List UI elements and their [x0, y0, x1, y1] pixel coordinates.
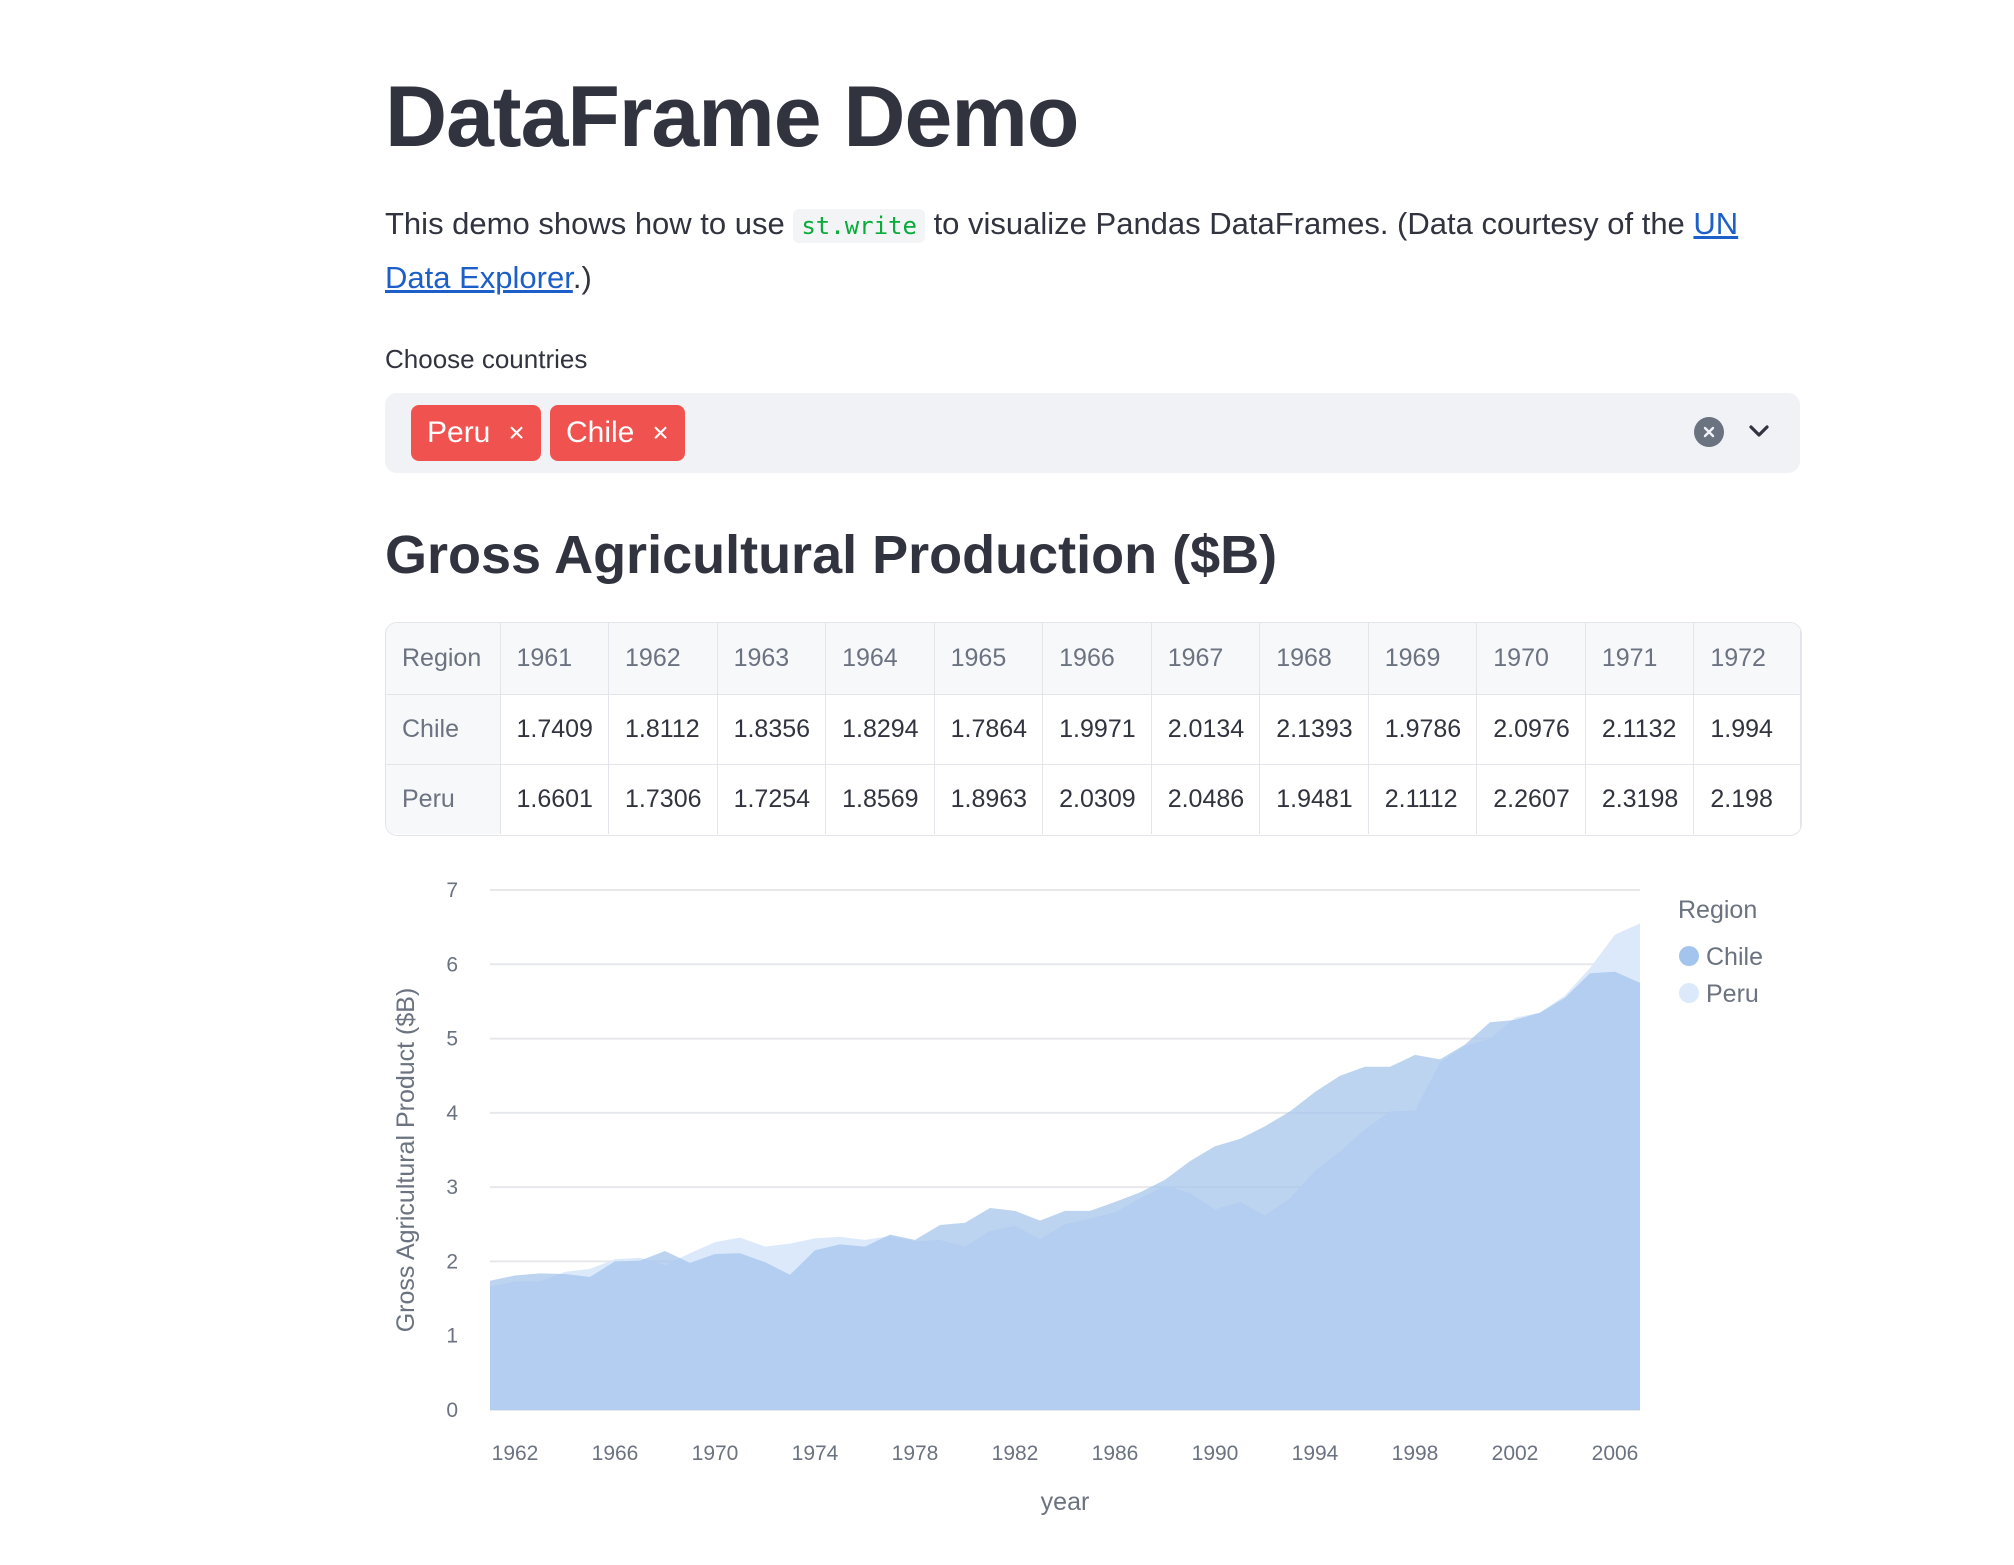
y-axis-label: Gross Agricultural Product ($B): [392, 988, 420, 1333]
table-cell[interactable]: 1.8569: [825, 764, 935, 834]
column-header[interactable]: 1962: [608, 623, 718, 695]
clear-circle-icon[interactable]: [1694, 417, 1724, 447]
multiselect-label: Choose countries: [385, 344, 588, 374]
y-tick-label: 4: [446, 1102, 458, 1125]
table-cell[interactable]: 2.1112: [1368, 764, 1478, 834]
column-header[interactable]: 1961: [500, 623, 610, 695]
legend-item: Chile: [1706, 943, 1763, 971]
dataframe-table[interactable]: Region 1961 1962 1963 1964 1965 1966 1967 1968 19…: [385, 622, 1802, 836]
column-header[interactable]: 1964: [825, 623, 935, 695]
y-tick-label: 7: [446, 879, 458, 902]
legend-swatch: [1679, 983, 1699, 1003]
column-header[interactable]: 1969: [1368, 623, 1478, 695]
x-tick-label: 1974: [792, 1442, 839, 1465]
table-cell[interactable]: 2.3198: [1585, 764, 1695, 834]
y-tick-label: 5: [446, 1028, 458, 1051]
intro-text: This demo shows how to use st.write to v…: [385, 198, 1805, 304]
tag-chile[interactable]: Chile ×: [550, 405, 685, 461]
table-cell[interactable]: 1.8112: [608, 694, 718, 765]
area-chart[interactable]: 0 1 2 3 4 5 6 7 1962 1966 1970 1974 1978 1982 1986 1990…: [370, 870, 1790, 1560]
y-tick-label: 0: [446, 1399, 458, 1422]
column-header[interactable]: 1972: [1693, 623, 1801, 695]
legend-swatch: [1679, 946, 1699, 966]
y-tick-label: 1: [446, 1325, 458, 1348]
table-cell[interactable]: 1.994: [1693, 694, 1801, 765]
x-tick-label: 2006: [1592, 1442, 1639, 1465]
table-cell[interactable]: 1.8294: [825, 694, 935, 765]
y-tick-label: 6: [446, 953, 458, 976]
column-header[interactable]: 1967: [1151, 623, 1261, 695]
column-header[interactable]: 1968: [1259, 623, 1369, 695]
tag-label: Chile: [566, 416, 635, 449]
column-header[interactable]: 1966: [1042, 623, 1152, 695]
intro-middle: to visualize Pandas DataFrames. (Data co…: [924, 206, 1694, 241]
x-tick-label: 1986: [1092, 1442, 1139, 1465]
intro-before: This demo shows how to use: [385, 206, 794, 241]
tag-label: Peru: [427, 416, 491, 449]
x-tick-label: 2002: [1492, 1442, 1539, 1465]
x-tick-label: 1994: [1292, 1442, 1339, 1465]
table-cell[interactable]: 1.9481: [1259, 764, 1369, 834]
chart-svg: 0 1 2 3 4 5 6 7 1962 1966 1970 1974 1978 1982 1986 1990…: [392, 879, 1763, 1516]
table-cell[interactable]: 1.8963: [934, 764, 1044, 834]
intro-after: .): [572, 260, 592, 295]
tag-remove-icon[interactable]: ×: [508, 417, 525, 448]
table-cell[interactable]: 2.0309: [1042, 764, 1152, 834]
country-multiselect[interactable]: Peru × Chile ×: [385, 393, 1800, 473]
row-header: Peru: [386, 764, 501, 834]
table-cell[interactable]: 2.1132: [1585, 694, 1695, 765]
tag-peru[interactable]: Peru ×: [411, 405, 541, 461]
x-tick-label: 1970: [692, 1442, 739, 1465]
legend-item: Peru: [1706, 980, 1759, 1008]
x-tick-label: 1978: [892, 1442, 939, 1465]
table-cell[interactable]: 1.6601: [500, 764, 610, 834]
x-axis-label: year: [1041, 1488, 1090, 1516]
table-cell[interactable]: 2.0134: [1151, 694, 1261, 765]
column-header[interactable]: 1965: [934, 623, 1044, 695]
inline-code: st.write: [793, 209, 925, 243]
y-tick-label: 2: [446, 1250, 458, 1273]
un-data-explorer-link[interactable]: UN Data Explorer: [385, 206, 1739, 295]
table-cell[interactable]: 1.9971: [1042, 694, 1152, 765]
x-tick-label: 1962: [492, 1442, 539, 1465]
x-tick-label: 1966: [592, 1442, 639, 1465]
column-header[interactable]: 1970: [1476, 623, 1586, 695]
table-row: Chile 1.7409 1.8112 1.8356 1.8294 1.7864 1.997…: [386, 694, 1801, 765]
column-header[interactable]: 1971: [1585, 623, 1695, 695]
table-row: Peru 1.6601 1.7306 1.7254 1.8569 1.8963 2.0309…: [386, 764, 1801, 834]
table-cell[interactable]: 1.7864: [934, 694, 1044, 765]
x-tick-label: 1982: [992, 1442, 1039, 1465]
section-title: Gross Agricultural Production ($B): [385, 525, 1278, 585]
page-title: DataFrame Demo: [385, 69, 1079, 165]
table-cell[interactable]: 2.0486: [1151, 764, 1261, 834]
table-cell[interactable]: 1.8356: [717, 694, 827, 765]
tag-remove-icon[interactable]: ×: [652, 417, 669, 448]
index-header[interactable]: Region: [386, 623, 501, 695]
table-cell[interactable]: 1.7254: [717, 764, 827, 834]
table-cell[interactable]: 1.7409: [500, 694, 610, 765]
legend-title: Region: [1678, 896, 1757, 924]
chevron-down-icon[interactable]: [1741, 413, 1777, 449]
x-tick-label: 1998: [1392, 1442, 1439, 1465]
table-cell[interactable]: 2.2607: [1476, 764, 1586, 834]
area-chile: [490, 971, 1640, 1410]
table-cell[interactable]: 1.9786: [1368, 694, 1478, 765]
x-tick-label: 1990: [1192, 1442, 1239, 1465]
y-tick-label: 3: [446, 1176, 458, 1199]
column-header[interactable]: 1963: [717, 623, 827, 695]
table-cell[interactable]: 1.7306: [608, 764, 718, 834]
table-cell[interactable]: 2.198: [1693, 764, 1801, 834]
table-cell[interactable]: 2.1393: [1259, 694, 1369, 765]
table-cell[interactable]: 2.0976: [1476, 694, 1586, 765]
row-header: Chile: [386, 694, 501, 765]
